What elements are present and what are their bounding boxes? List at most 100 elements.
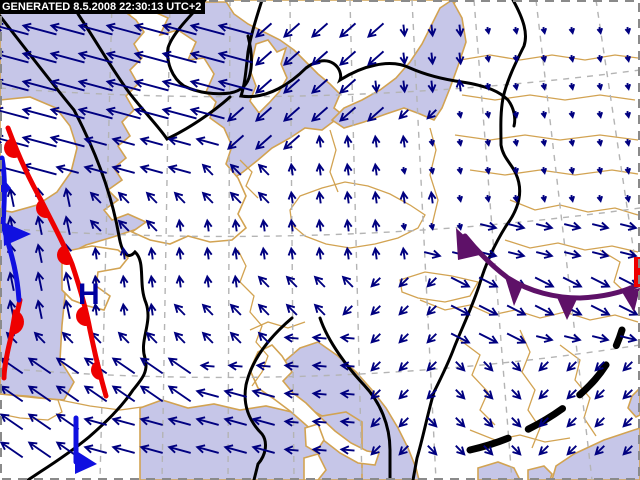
wind-arrow bbox=[619, 221, 638, 231]
wind-arrow bbox=[455, 24, 465, 38]
wind-arrow bbox=[255, 50, 273, 66]
wind-arrow bbox=[450, 332, 471, 344]
wind-arrow bbox=[311, 106, 329, 122]
wind-arrow bbox=[145, 219, 158, 232]
wind-arrow bbox=[195, 416, 219, 426]
wind-arrow bbox=[259, 218, 269, 232]
wind-arrow bbox=[427, 445, 438, 456]
graticule-line bbox=[289, 0, 295, 480]
wind-arrow bbox=[568, 194, 576, 203]
wind-arrow bbox=[21, 50, 57, 64]
sea-aegean-2 bbox=[527, 465, 553, 480]
wind-arrow bbox=[139, 416, 163, 426]
wind-arrow bbox=[428, 138, 436, 147]
wind-arrow bbox=[427, 24, 437, 38]
wind-arrow bbox=[484, 26, 492, 35]
wind-arrow bbox=[283, 417, 299, 427]
wind-arrow bbox=[484, 82, 492, 91]
country-border bbox=[461, 94, 636, 101]
front-fragment-right-edge bbox=[634, 257, 640, 287]
wind-arrow bbox=[119, 246, 129, 260]
wind-arrow bbox=[399, 134, 409, 148]
wind-arrow bbox=[139, 357, 164, 375]
wind-arrow bbox=[456, 110, 464, 119]
wind-arrow bbox=[619, 333, 638, 343]
wind-arrow bbox=[484, 138, 492, 147]
wind-arrow bbox=[591, 333, 610, 343]
wind-arrow bbox=[455, 78, 465, 92]
wind-arrow bbox=[540, 166, 548, 175]
wind-arrow bbox=[483, 445, 494, 456]
wind-arrow bbox=[427, 80, 437, 94]
wind-arrow bbox=[343, 162, 353, 176]
wind-arrow bbox=[61, 331, 74, 344]
wind-arrow bbox=[34, 299, 45, 319]
wind-arrow bbox=[540, 26, 548, 35]
wind-arrow bbox=[512, 138, 520, 147]
wind-arrow bbox=[27, 357, 52, 375]
graticule-line bbox=[227, 0, 231, 480]
wind-arrow bbox=[594, 445, 605, 456]
wind-arrow bbox=[339, 78, 357, 94]
wind-arrow bbox=[540, 194, 548, 203]
wind-arrow bbox=[217, 50, 253, 64]
wind-arrow bbox=[223, 444, 247, 454]
wind-arrow bbox=[21, 78, 57, 92]
wind-arrow bbox=[0, 106, 29, 120]
wind-arrow bbox=[624, 166, 632, 175]
wind-arrow bbox=[133, 78, 169, 92]
wind-arrow bbox=[456, 194, 464, 203]
occluded-front-triangle bbox=[556, 295, 578, 320]
wind-arrow bbox=[217, 22, 253, 36]
wind-arrow bbox=[111, 416, 135, 426]
wind-arrow bbox=[371, 218, 381, 232]
wind-arrow bbox=[203, 246, 213, 260]
warm-front-line bbox=[5, 125, 109, 399]
wind-arrow bbox=[343, 246, 353, 260]
wind-arrow bbox=[119, 302, 129, 316]
wind-arrow bbox=[0, 441, 24, 459]
wind-arrow bbox=[566, 389, 577, 400]
wind-arrow bbox=[538, 389, 549, 400]
wind-arrow bbox=[199, 361, 215, 371]
wind-arrow bbox=[399, 246, 409, 260]
wind-arrow bbox=[534, 276, 555, 288]
isoline bbox=[411, 0, 528, 480]
wind-arrow bbox=[255, 106, 273, 122]
wind-arrow bbox=[535, 221, 554, 231]
wind-arrow bbox=[563, 249, 582, 259]
wind-arrow bbox=[506, 332, 527, 344]
wind-arrow bbox=[478, 332, 499, 344]
cold-front-triangle bbox=[3, 222, 31, 246]
wind-arrow bbox=[311, 361, 327, 371]
wind-arrow bbox=[111, 357, 136, 375]
wind-arrow bbox=[287, 218, 297, 232]
wind-arrow bbox=[591, 249, 610, 259]
wind-arrow bbox=[111, 136, 135, 146]
wind-arrow bbox=[83, 385, 108, 403]
wind-arrow bbox=[283, 106, 301, 122]
wind-arrow bbox=[624, 82, 632, 91]
wind-arrow bbox=[370, 333, 381, 344]
wind-arrow bbox=[398, 389, 409, 400]
wind-arrow bbox=[49, 22, 85, 36]
warm-front-scallop bbox=[35, 198, 51, 219]
wind-arrow bbox=[484, 166, 492, 175]
wind-arrow bbox=[370, 361, 381, 372]
wind-arrow bbox=[117, 219, 130, 232]
wind-arrow bbox=[77, 106, 113, 120]
wind-arrow bbox=[455, 417, 466, 428]
wind-arrow bbox=[398, 361, 409, 372]
wind-arrow bbox=[195, 444, 219, 454]
wind-arrow bbox=[119, 274, 129, 288]
wind-arrow bbox=[133, 106, 169, 120]
wind-arrow bbox=[283, 78, 301, 94]
sea-aegean-1 bbox=[477, 461, 521, 480]
country-border bbox=[239, 159, 259, 199]
wind-arrow bbox=[624, 110, 632, 119]
wind-arrow bbox=[367, 50, 385, 66]
wind-arrow bbox=[287, 162, 297, 176]
cold-front-line bbox=[0, 155, 22, 303]
wind-arrow bbox=[257, 163, 270, 176]
trough-layer bbox=[466, 326, 626, 454]
